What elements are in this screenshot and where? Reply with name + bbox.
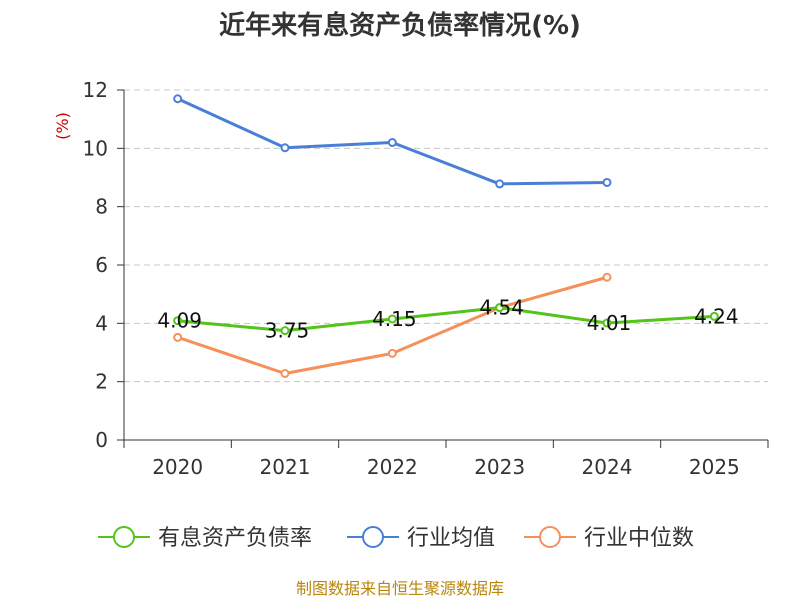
data-point: [173, 316, 183, 326]
source-note: 制图数据来自恒生聚源数据库: [296, 579, 504, 598]
data-point: [173, 94, 183, 104]
y-tick-label: 2: [95, 370, 108, 394]
data-label: 3.75: [265, 319, 310, 343]
data-point: [387, 138, 397, 147]
legend: 有息资产负债率 行业均值 行业中位数: [98, 526, 694, 551]
x-tick-label: 2024: [582, 455, 633, 479]
y-tick-label: 12: [83, 78, 108, 102]
data-point: [173, 332, 183, 342]
legend-swatch-marker: [362, 526, 384, 548]
data-point: [387, 314, 397, 324]
chart-title: 近年来有息资产负债率情况(%): [219, 10, 581, 41]
legend-swatch-marker: [539, 526, 561, 548]
x-tick-label: 2023: [474, 455, 525, 479]
x-tick-label: 2022: [367, 455, 418, 479]
data-point: [280, 326, 290, 336]
data-label: 4.09: [157, 309, 202, 333]
data-label: 4.15: [372, 307, 417, 331]
data-point: [602, 177, 612, 187]
y-tick-label: 8: [95, 195, 108, 219]
y-tick-label: 6: [95, 253, 108, 277]
legend-label: 有息资产负债率: [158, 526, 312, 551]
data-point: [280, 369, 290, 378]
x-tick-label: 2025: [689, 455, 740, 479]
x-tick-label: 2021: [260, 455, 311, 479]
data-label: 4.01: [587, 311, 632, 335]
legend-swatch-marker: [113, 526, 135, 548]
axes: 0 2 4 6 8 10 12 2020 2021 2022 2023 2024 2025: [83, 78, 769, 479]
legend-label: 行业均值: [407, 526, 495, 551]
y-axis-unit-label: (%): [53, 112, 72, 140]
data-point: [387, 348, 397, 358]
y-tick-label: 0: [95, 428, 108, 452]
data-point: [495, 303, 505, 313]
series-line-0: [177, 306, 715, 333]
data-point: [602, 318, 612, 328]
data-point: [709, 311, 719, 321]
y-tick-label: 4: [95, 311, 108, 335]
y-tick-label: 10: [83, 136, 108, 160]
data-point: [495, 179, 505, 189]
grid-lines: [124, 89, 768, 383]
data-label: 4.24: [694, 304, 739, 328]
data-point: [280, 143, 290, 153]
legend-label: 行业中位数: [584, 526, 694, 551]
x-tick-label: 2020: [152, 455, 203, 479]
data-label: 4.54: [479, 296, 524, 320]
series-group: [173, 94, 719, 378]
data-point: [602, 272, 612, 282]
data-labels: 4.09 3.75 4.15 4.54 4.01 4.24: [157, 296, 738, 343]
